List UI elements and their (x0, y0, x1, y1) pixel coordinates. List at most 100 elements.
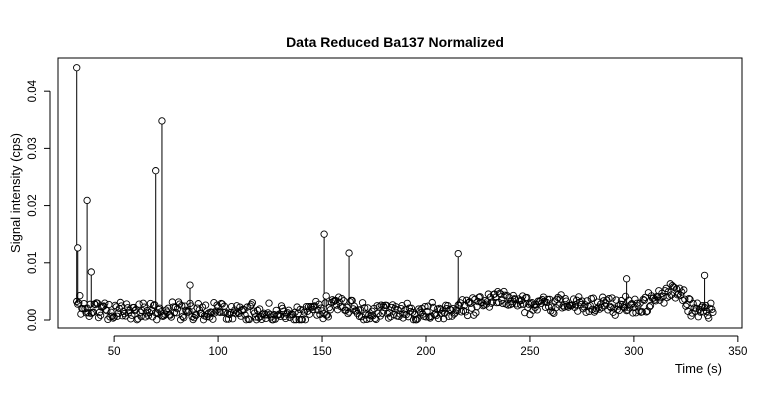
background-data-point (449, 305, 457, 313)
x-tick-label: 350 (728, 346, 747, 358)
background-data-point (461, 308, 470, 316)
background-data-point (414, 315, 422, 323)
background-data-point (356, 306, 365, 314)
background-data-point (361, 304, 369, 312)
background-data-point (548, 303, 556, 311)
background-data-point (138, 307, 146, 315)
background-data-point (324, 313, 332, 321)
background-data-point (409, 316, 418, 324)
background-data-point (237, 312, 245, 320)
background-data-point (245, 315, 253, 324)
background-data-point (470, 311, 478, 319)
background-data-point (546, 295, 554, 304)
background-data-point (296, 305, 304, 314)
background-data-point (600, 297, 608, 305)
background-data-point (412, 316, 421, 324)
background-data-point (95, 308, 104, 316)
x-tick-label: 50 (108, 346, 121, 358)
x-tick-label: 200 (416, 346, 435, 358)
spike-data-point (345, 249, 353, 257)
background-data-point (180, 314, 188, 322)
background-data-point (192, 311, 200, 319)
background-data-point (652, 297, 660, 305)
background-data-point (606, 302, 614, 311)
background-data-point (595, 305, 604, 313)
background-data-point (685, 295, 693, 303)
background-data-point (313, 311, 321, 319)
background-data-point (572, 300, 580, 309)
spike-data-point (83, 196, 91, 205)
background-data-point (663, 293, 671, 302)
background-data-point (682, 302, 690, 310)
background-data-point (617, 296, 626, 305)
spike-data-point (186, 281, 194, 289)
spike-data-point (700, 271, 709, 280)
background-data-point (151, 301, 159, 309)
background-data-point (422, 313, 430, 321)
background-data-point (631, 295, 639, 303)
background-data-point (545, 303, 553, 311)
background-data-point (201, 301, 210, 309)
background-data-point (670, 283, 679, 292)
background-data-point (660, 299, 668, 307)
background-data-point (485, 303, 494, 311)
background-data-point (96, 311, 105, 319)
background-data-point (113, 312, 121, 320)
background-data-point (645, 303, 654, 311)
background-data-point (680, 286, 688, 294)
background-data-point (137, 312, 145, 321)
background-data-point (302, 302, 311, 311)
background-data-point (323, 311, 331, 319)
x-tick-label: 250 (520, 346, 539, 358)
spike-data-point (454, 249, 462, 258)
background-data-point (521, 308, 529, 317)
x-tick-label: 300 (624, 346, 643, 358)
spike-data-point (152, 167, 160, 175)
y-tick-label: 0.02 (27, 194, 39, 216)
background-data-point (256, 305, 264, 313)
background-data-point (643, 307, 652, 315)
background-data-point (182, 306, 190, 314)
background-data-point (118, 312, 127, 320)
background-data-point (298, 315, 306, 324)
background-data-point (131, 307, 139, 315)
y-axis-label: Signal intensity (cps) (8, 133, 23, 253)
background-data-point (110, 313, 118, 321)
background-data-point (438, 307, 447, 315)
background-data-point (629, 309, 637, 317)
background-data-point (94, 313, 103, 322)
background-data-point (290, 316, 298, 324)
background-data-point (161, 310, 169, 318)
background-data-point (184, 308, 192, 316)
background-data-point (475, 293, 483, 302)
background-data-point (208, 308, 216, 317)
spike-data-point (73, 64, 81, 72)
spike-data-point (622, 275, 631, 283)
background-data-point (474, 297, 482, 306)
spike-data-point (158, 117, 166, 125)
background-data-point (183, 307, 191, 315)
background-data-point (635, 307, 643, 315)
background-data-point (149, 301, 158, 310)
background-data-point (487, 299, 496, 307)
background-data-point (209, 315, 217, 323)
background-data-point (350, 302, 358, 310)
background-data-point (109, 314, 117, 322)
spike-data-point (74, 244, 82, 252)
background-data-point (589, 294, 597, 302)
background-data-point (408, 308, 417, 316)
background-data-point (221, 308, 230, 316)
x-axis-label: Time (s) (675, 361, 722, 376)
background-data-point (638, 308, 646, 316)
background-data-point (213, 301, 221, 309)
background-data-point (346, 298, 354, 306)
background-data-point (248, 299, 257, 307)
y-tick-label: 0.03 (27, 137, 39, 159)
background-data-point (185, 307, 193, 315)
background-data-point (122, 300, 131, 308)
background-data-point (309, 305, 317, 314)
background-data-point (216, 308, 224, 317)
background-data-point (143, 306, 152, 315)
background-data-point (218, 300, 226, 308)
background-data-point (662, 284, 670, 293)
